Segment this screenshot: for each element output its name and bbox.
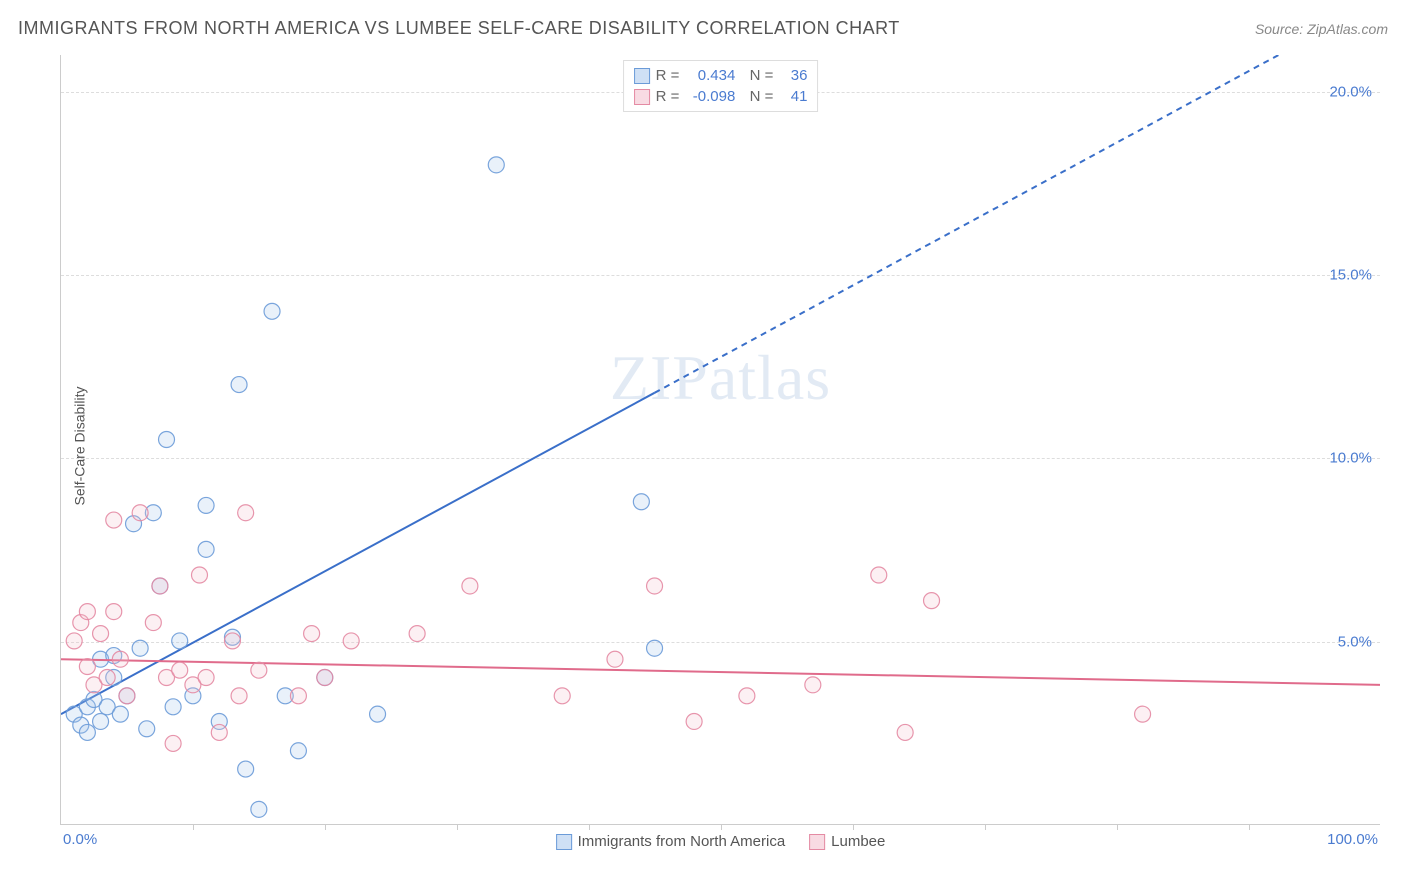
- data-point: [79, 604, 95, 620]
- data-point: [112, 651, 128, 667]
- data-point: [290, 688, 306, 704]
- r-value-1: -0.098: [685, 88, 735, 105]
- data-point: [924, 593, 940, 609]
- data-point: [79, 659, 95, 675]
- data-point: [139, 721, 155, 737]
- data-point: [93, 626, 109, 642]
- n-label: N =: [741, 88, 773, 105]
- legend-swatch-blue: [634, 68, 650, 84]
- data-point: [897, 724, 913, 740]
- data-point: [66, 633, 82, 649]
- legend-item-0: Immigrants from North America: [556, 833, 786, 850]
- data-point: [607, 651, 623, 667]
- data-point: [343, 633, 359, 649]
- x-minor-tick: [1117, 824, 1118, 830]
- data-point: [304, 626, 320, 642]
- data-point: [409, 626, 425, 642]
- legend-row-series-1: R = -0.098 N = 41: [634, 86, 808, 107]
- n-value-0: 36: [779, 67, 807, 84]
- data-point: [739, 688, 755, 704]
- data-point: [172, 662, 188, 678]
- data-point: [633, 494, 649, 510]
- r-value-0: 0.434: [685, 67, 735, 84]
- data-point: [231, 688, 247, 704]
- data-point: [488, 157, 504, 173]
- data-point: [231, 377, 247, 393]
- data-point: [647, 578, 663, 594]
- data-point: [106, 512, 122, 528]
- r-label: R =: [656, 67, 680, 84]
- n-value-1: 41: [779, 88, 807, 105]
- data-point: [198, 497, 214, 513]
- source-prefix: Source:: [1255, 21, 1307, 37]
- correlation-legend: R = 0.434 N = 36 R = -0.098 N = 41: [623, 60, 819, 112]
- legend-label-1: Lumbee: [831, 833, 885, 850]
- x-minor-tick: [193, 824, 194, 830]
- legend-label-0: Immigrants from North America: [578, 833, 786, 850]
- r-label: R =: [656, 88, 680, 105]
- x-minor-tick: [457, 824, 458, 830]
- data-point: [112, 706, 128, 722]
- data-point: [132, 505, 148, 521]
- data-point: [370, 706, 386, 722]
- scatter-svg: [61, 55, 1380, 824]
- data-point: [805, 677, 821, 693]
- data-point: [172, 633, 188, 649]
- data-point: [145, 615, 161, 631]
- source-link[interactable]: ZipAtlas.com: [1307, 21, 1388, 37]
- data-point: [871, 567, 887, 583]
- data-point: [686, 713, 702, 729]
- data-point: [93, 713, 109, 729]
- data-point: [198, 541, 214, 557]
- chart-title: IMMIGRANTS FROM NORTH AMERICA VS LUMBEE …: [18, 18, 900, 39]
- data-point: [152, 578, 168, 594]
- data-point: [238, 761, 254, 777]
- legend-swatch-blue: [556, 834, 572, 850]
- x-tick-label: 0.0%: [63, 831, 97, 848]
- legend-swatch-pink: [809, 834, 825, 850]
- x-minor-tick: [325, 824, 326, 830]
- data-point: [647, 640, 663, 656]
- data-point: [99, 670, 115, 686]
- x-minor-tick: [589, 824, 590, 830]
- data-point: [192, 567, 208, 583]
- x-tick-label: 100.0%: [1327, 831, 1378, 848]
- data-point: [132, 640, 148, 656]
- data-point: [106, 604, 122, 620]
- chart-plot-area: ZIPatlas R = 0.434 N = 36 R = -0.098 N =…: [60, 55, 1380, 825]
- x-minor-tick: [721, 824, 722, 830]
- data-point: [251, 662, 267, 678]
- legend-swatch-pink: [634, 89, 650, 105]
- data-point: [159, 432, 175, 448]
- x-minor-tick: [1249, 824, 1250, 830]
- data-point: [290, 743, 306, 759]
- data-point: [317, 670, 333, 686]
- data-point: [251, 801, 267, 817]
- series-legend: Immigrants from North America Lumbee: [556, 833, 886, 850]
- data-point: [211, 724, 227, 740]
- data-point: [264, 303, 280, 319]
- data-point: [554, 688, 570, 704]
- data-point: [462, 578, 478, 594]
- data-point: [198, 670, 214, 686]
- data-point: [165, 699, 181, 715]
- legend-row-series-0: R = 0.434 N = 36: [634, 65, 808, 86]
- x-minor-tick: [985, 824, 986, 830]
- source-attribution: Source: ZipAtlas.com: [1255, 21, 1388, 37]
- data-point: [79, 724, 95, 740]
- data-point: [165, 735, 181, 751]
- data-point: [119, 688, 135, 704]
- data-point: [238, 505, 254, 521]
- n-label: N =: [741, 67, 773, 84]
- data-point: [1135, 706, 1151, 722]
- data-point: [224, 633, 240, 649]
- x-minor-tick: [853, 824, 854, 830]
- legend-item-1: Lumbee: [809, 833, 885, 850]
